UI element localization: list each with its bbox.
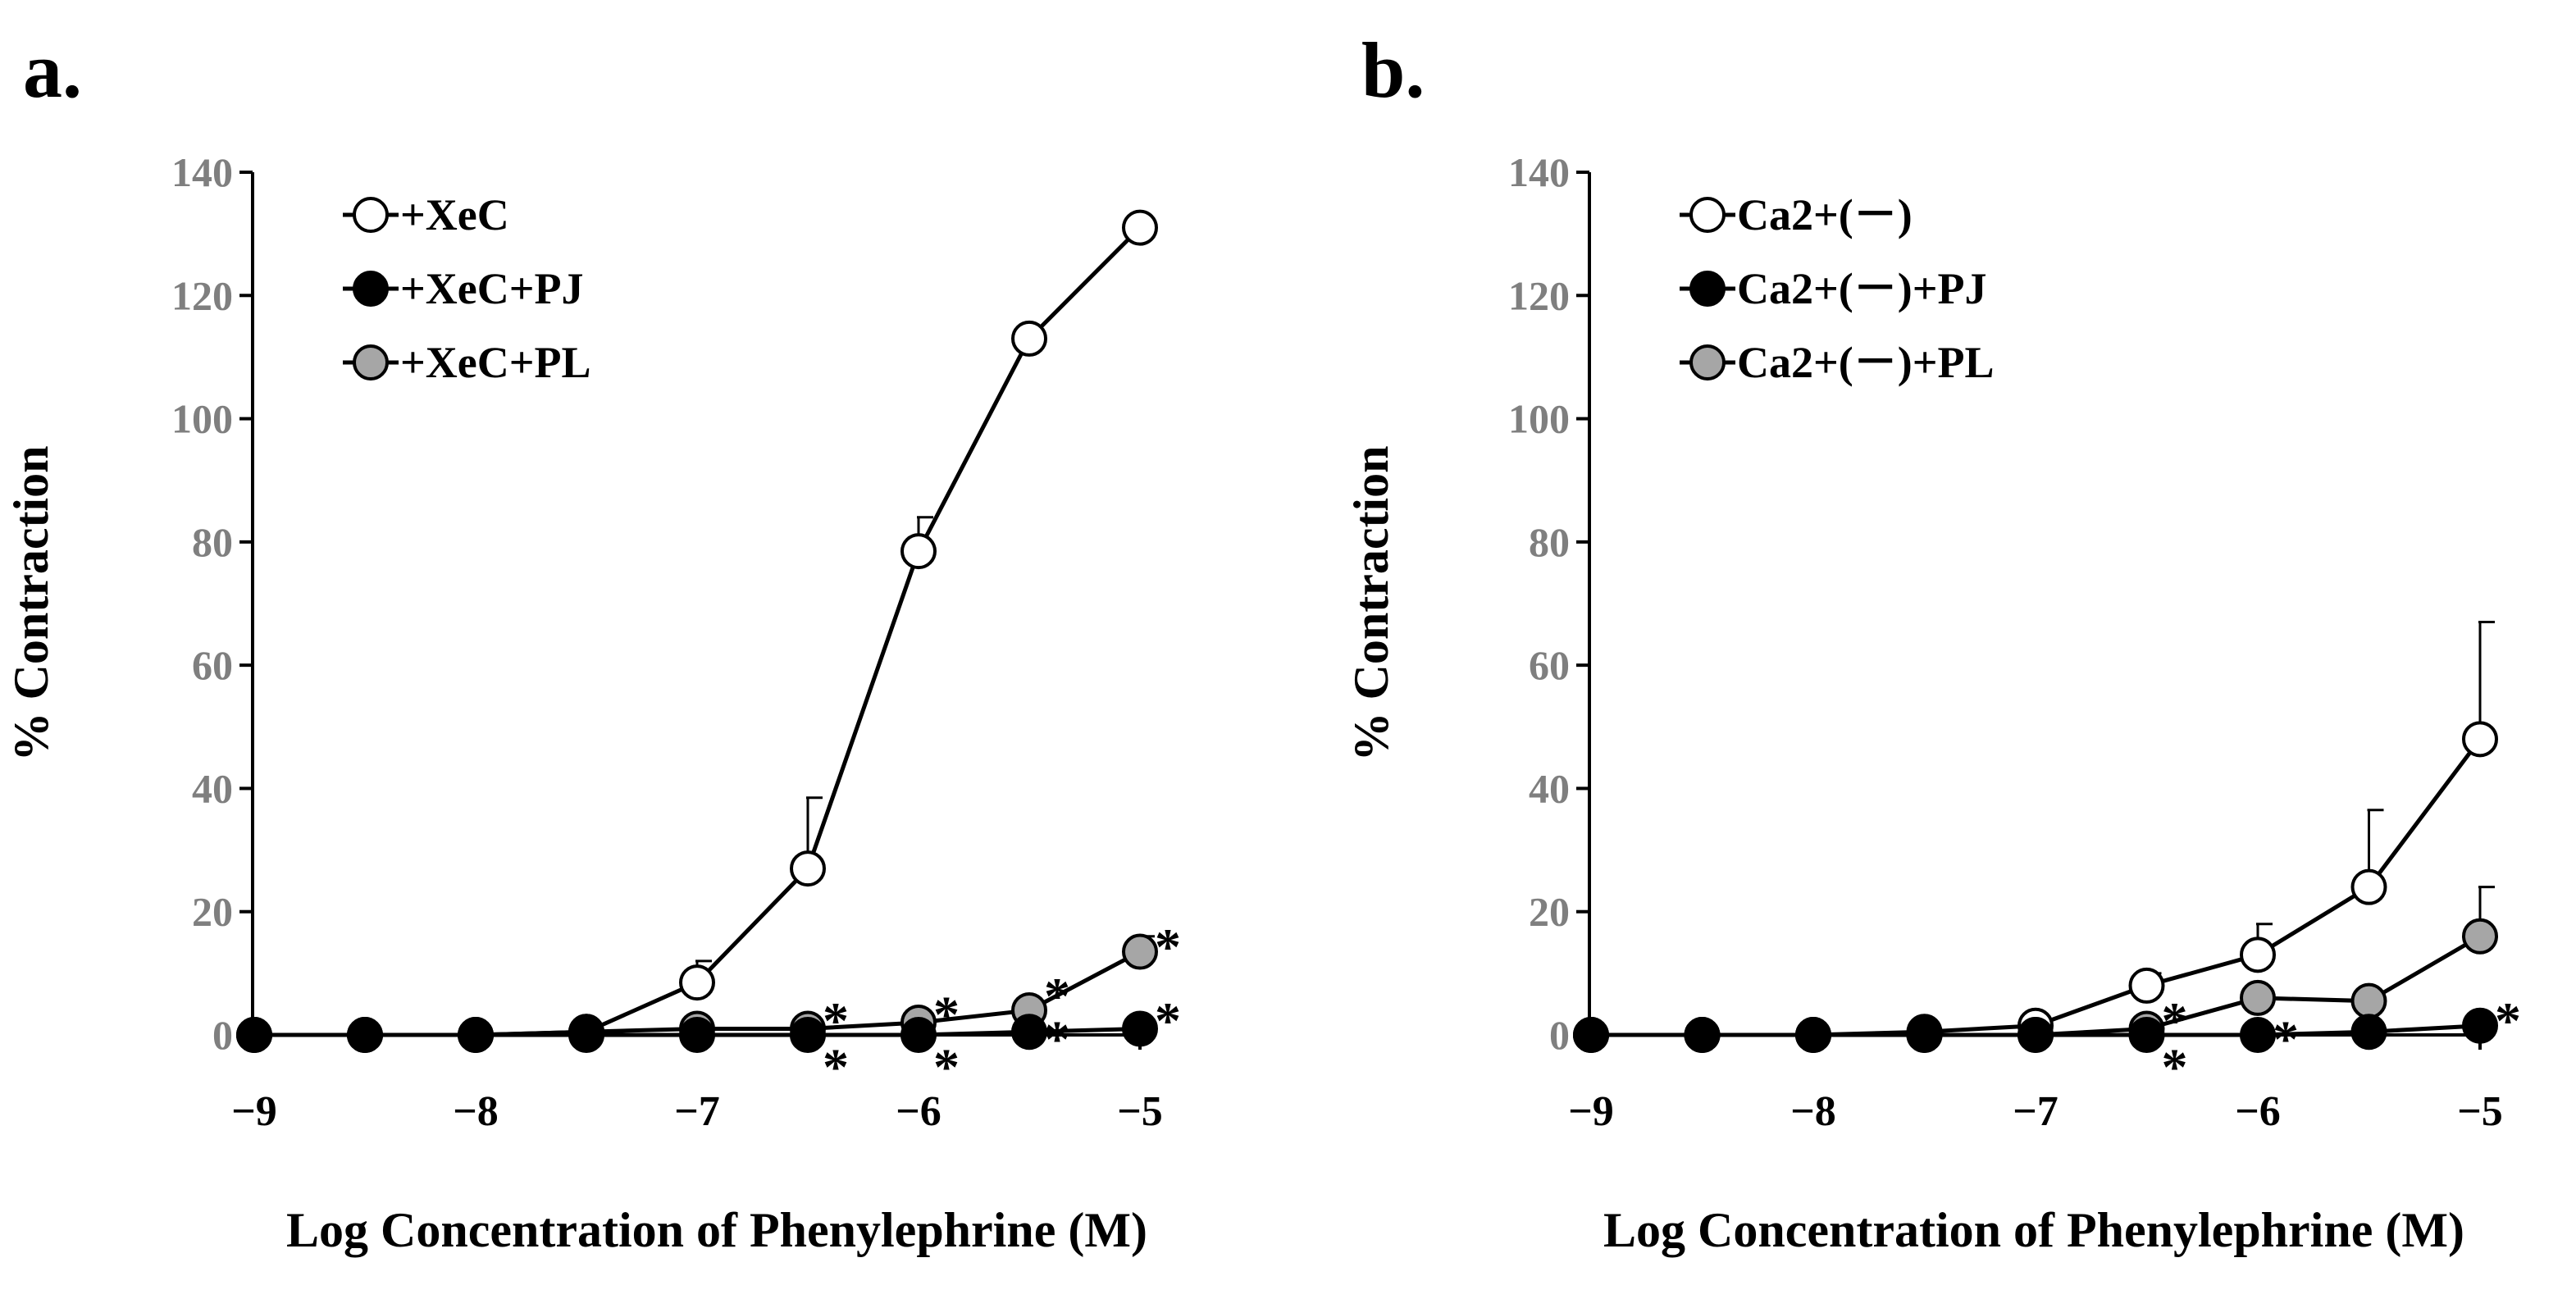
- y-tick-label: 60: [192, 642, 233, 688]
- y-tick-label: 100: [1508, 396, 1570, 442]
- significance-star: *: [1044, 967, 1070, 1025]
- panel-b: b. 0 20 40 60 80 100 120 140 −9 −8 −7 −6 −5 Log Concen…: [1344, 26, 2521, 1257]
- legend-marker-xec-pj: [353, 271, 389, 307]
- y-tick-label: 100: [171, 396, 233, 442]
- y-tick-label: 140: [1508, 149, 1570, 195]
- x-tick-label: −5: [1117, 1088, 1163, 1135]
- significance-star: *: [1155, 918, 1181, 976]
- y-tick-label: 120: [171, 272, 233, 318]
- y-tick-label: 20: [1529, 889, 1570, 935]
- x-tick-label: −6: [896, 1088, 941, 1135]
- data-point-xec: [1122, 209, 1158, 246]
- x-tick-label: −5: [2457, 1088, 2503, 1135]
- data-point-xec: [790, 850, 826, 887]
- y-axis-title: % Contraction: [4, 446, 58, 762]
- data-point-ca2-pj: [2017, 1017, 2054, 1053]
- data-point-ca2-pj: [2240, 1017, 2276, 1053]
- data-point-xec-pj: [347, 1017, 383, 1053]
- legend-marker-xec: [353, 197, 389, 233]
- series-line-xec: [254, 226, 1142, 1037]
- data-point-ca2-pl: [2240, 979, 2276, 1016]
- panel-a: a. 0 20 40 60 80 100 120 140 −9 −8 −7 −6 −5 Log Concen…: [4, 26, 1181, 1257]
- data-point-xec-pj: [790, 1017, 826, 1053]
- y-tick-label: 40: [1529, 765, 1570, 811]
- data-point-ca2-pj: [2128, 1017, 2165, 1053]
- legend-marker-xec-pl: [353, 344, 389, 381]
- data-point-xec: [900, 533, 937, 570]
- data-point-ca2-pj: [1573, 1017, 1609, 1053]
- legend-label: +XeC+PL: [400, 338, 591, 387]
- legend-label: +XeC+PJ: [400, 264, 584, 313]
- y-tick-label: 20: [192, 889, 233, 935]
- data-point-ca2-pj: [1795, 1017, 1831, 1053]
- data-point-ca2-pj: [2462, 1007, 2498, 1044]
- y-tick-label: 60: [1529, 642, 1570, 688]
- y-tick-label: 140: [171, 149, 233, 195]
- data-point-ca2: [2128, 967, 2165, 1004]
- legend-label: Ca2+(－)+PL: [1737, 338, 1995, 387]
- data-point-xec-pj: [236, 1017, 272, 1053]
- data-point-xec-pj: [1122, 1010, 1158, 1047]
- panel-label: a.: [23, 26, 82, 114]
- significance-star: *: [933, 985, 960, 1043]
- legend-label: Ca2+(－): [1737, 190, 1913, 239]
- data-point-ca2: [2462, 721, 2498, 758]
- x-tick-label: −9: [231, 1088, 277, 1135]
- data-point-xec: [1011, 320, 1047, 357]
- x-axis-title: Log Concentration of Phenylephrine (M): [1603, 1203, 2464, 1257]
- data-point-xec-pj: [568, 1017, 604, 1053]
- significance-star: *: [933, 1037, 960, 1096]
- legend-marker-ca2-pl: [1689, 344, 1726, 381]
- y-tick-label: 120: [1508, 272, 1570, 318]
- data-point-xec-pl: [1122, 933, 1158, 970]
- data-point-xec-pj: [458, 1017, 494, 1053]
- significance-star: *: [823, 991, 849, 1050]
- y-tick-label: 0: [1549, 1012, 1570, 1058]
- significance-star: *: [2273, 1009, 2299, 1068]
- significance-star: *: [2495, 991, 2521, 1050]
- data-point-ca2-pl: [2350, 982, 2387, 1019]
- data-point-ca2-pj: [1906, 1017, 1943, 1053]
- significance-star: *: [1155, 991, 1181, 1050]
- data-point-xec: [679, 964, 715, 1001]
- data-point-ca2: [2240, 937, 2276, 973]
- x-tick-label: −9: [1568, 1088, 1614, 1135]
- data-point-xec-pj: [1011, 1014, 1047, 1051]
- y-tick-label: 80: [1529, 519, 1570, 565]
- x-axis-title: Log Concentration of Phenylephrine (M): [286, 1203, 1147, 1257]
- significance-star: *: [2162, 991, 2188, 1050]
- y-tick-label: 80: [192, 519, 233, 565]
- legend-marker-ca2: [1689, 197, 1726, 233]
- legend-label: +XeC: [400, 190, 509, 239]
- x-tick-label: −7: [2013, 1088, 2059, 1135]
- y-tick-label: 40: [192, 765, 233, 811]
- data-point-ca2-pj: [1684, 1017, 1721, 1053]
- y-tick-label: 0: [212, 1012, 233, 1058]
- series-line-ca2: [1591, 737, 2482, 1037]
- legend-marker-ca2-pj: [1689, 271, 1726, 307]
- significance-star: *: [2162, 1037, 2188, 1096]
- significance-star: *: [823, 1037, 849, 1096]
- x-tick-label: −7: [674, 1088, 720, 1135]
- data-point-xec-pj: [679, 1017, 715, 1053]
- legend-label: Ca2+(－)+PJ: [1737, 264, 1987, 313]
- x-tick-label: −8: [1790, 1088, 1836, 1135]
- data-point-ca2: [2350, 868, 2387, 905]
- y-axis-title: % Contraction: [1344, 446, 1398, 762]
- data-point-ca2-pl: [2462, 918, 2498, 955]
- data-point-ca2-pj: [2350, 1014, 2387, 1051]
- panel-label: b.: [1361, 26, 1425, 114]
- x-tick-label: −6: [2235, 1088, 2281, 1135]
- data-point-xec-pj: [900, 1017, 937, 1053]
- significance-star: *: [1044, 1009, 1070, 1068]
- x-tick-label: −8: [453, 1088, 499, 1135]
